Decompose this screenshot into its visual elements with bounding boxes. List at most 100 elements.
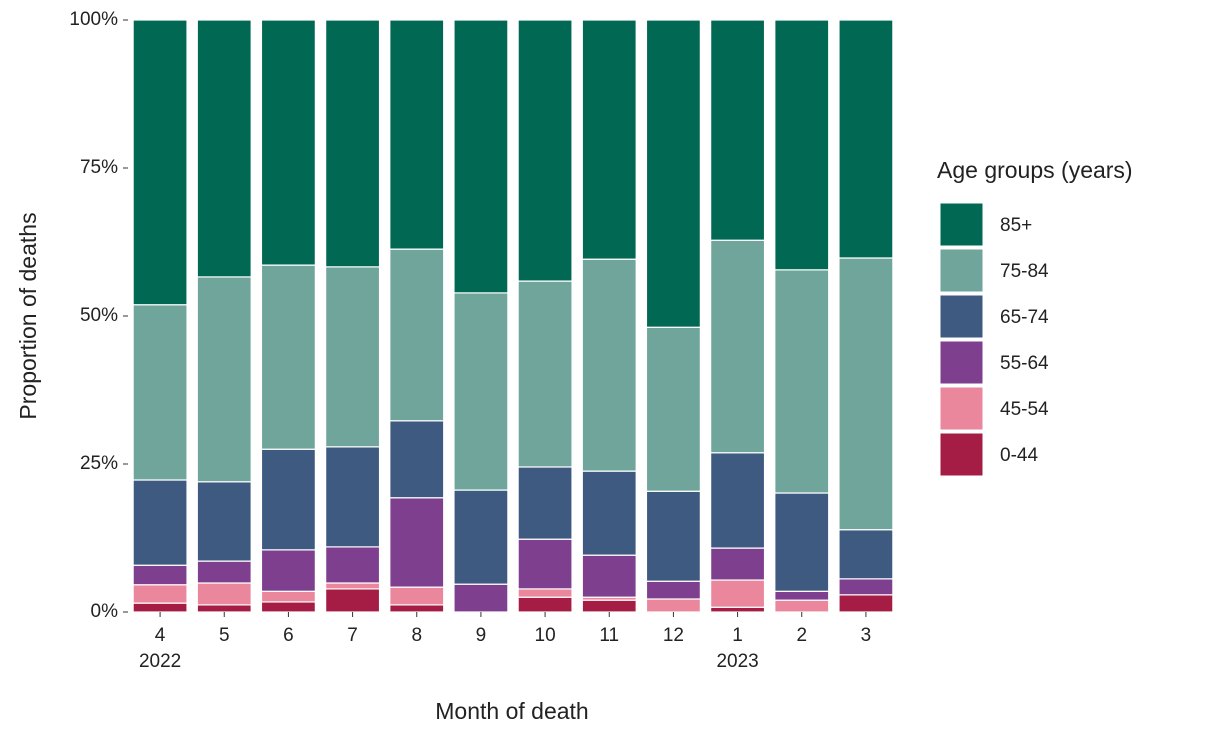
y-tick-label: 0% (91, 601, 119, 622)
bar-segment (260, 549, 316, 592)
bar-segment (196, 582, 252, 606)
bar-segment (645, 598, 701, 613)
x-axis-label: Month of death (435, 698, 588, 724)
bar-segment (838, 19, 894, 259)
legend-key (939, 340, 984, 385)
y-axis-label: Proportion of deaths (15, 212, 41, 419)
bar-segment (325, 582, 381, 590)
bar-segment (132, 584, 188, 604)
bar-segment (774, 599, 830, 613)
bar-segment (838, 529, 894, 580)
bar-segment (389, 497, 445, 588)
bar-segment (581, 554, 637, 598)
bar-segment (196, 19, 252, 278)
bar-segment (453, 583, 509, 613)
bar-segment (517, 280, 573, 468)
legend-label: 85+ (1000, 215, 1032, 236)
x-tick-label: 8 (411, 625, 422, 646)
bar-segment (517, 19, 573, 282)
y-tick-label: 50% (80, 305, 118, 326)
bar-segment (774, 492, 830, 592)
x-tick-label: 9 (476, 625, 487, 646)
bar-segment (389, 19, 445, 250)
bar-segment (132, 304, 188, 481)
bar-segment (260, 264, 316, 450)
bar-segment (517, 588, 573, 598)
x-tick-label: 3 (861, 625, 872, 646)
bar-segment (389, 420, 445, 499)
legend-key (939, 248, 984, 293)
bar-segment (581, 19, 637, 260)
bar-segment (196, 604, 252, 613)
x-tick-label: 2 (796, 625, 807, 646)
bar-segment (710, 547, 766, 581)
x-tick-label: 7 (347, 625, 358, 646)
bar-segment (132, 602, 188, 613)
legend-key (939, 202, 984, 247)
x-tick-label: 5 (219, 625, 230, 646)
bar-segment (389, 586, 445, 606)
legend-title: Age groups (years) (937, 157, 1133, 183)
bar-segment (132, 19, 188, 306)
y-tick-label: 100% (69, 9, 118, 30)
x-tick-label: 11 (599, 625, 619, 646)
bar-segment (774, 590, 830, 601)
bar-segment (389, 248, 445, 422)
bar-segment (196, 481, 252, 562)
bar-segment (389, 604, 445, 613)
bar-segment (517, 596, 573, 613)
bar-segment (774, 19, 830, 271)
legend-label: 75-84 (1000, 261, 1049, 282)
legend-label: 65-74 (1000, 307, 1049, 328)
bar-segment (453, 489, 509, 585)
bar-segment (325, 546, 381, 584)
x-tick-label: 4 (155, 625, 166, 646)
bar-segment (260, 590, 316, 603)
bar-segment (453, 19, 509, 294)
bar-segment (838, 257, 894, 531)
legend-key (939, 386, 984, 431)
legend-label: 45-54 (1000, 399, 1049, 420)
x-year-label: 2022 (139, 651, 181, 672)
x-tick-label: 6 (283, 625, 294, 646)
bar-segment (260, 19, 316, 266)
bar-segment (710, 239, 766, 454)
bar-segment (710, 19, 766, 241)
legend-label: 55-64 (1000, 353, 1049, 374)
bar-segment (260, 448, 316, 551)
x-tick-label: 1 (732, 625, 743, 646)
bar-segment (196, 276, 252, 483)
x-tick-label: 12 (663, 625, 684, 646)
bar-segment (325, 266, 381, 448)
bar-segment (325, 19, 381, 268)
bar-segment (774, 269, 830, 494)
bar-segment (196, 560, 252, 584)
bar-segment (581, 470, 637, 556)
bar-segment (645, 19, 701, 328)
y-tick-label: 75% (80, 157, 118, 178)
bar-segment (710, 606, 766, 613)
bar-segment (581, 599, 637, 613)
bar-segment (132, 479, 188, 566)
bar-segment (132, 564, 188, 586)
bar-segment (645, 326, 701, 492)
bar-segment (645, 490, 701, 582)
bar-segment (581, 258, 637, 472)
x-tick-label: 10 (535, 625, 556, 646)
bar-segment (710, 579, 766, 608)
legend-key (939, 432, 984, 477)
bar-segment (325, 446, 381, 548)
bar-segment (453, 292, 509, 491)
y-tick-label: 25% (80, 453, 118, 474)
legend-key (939, 294, 984, 339)
bar-segment (838, 578, 894, 596)
x-year-label: 2023 (716, 651, 758, 672)
bar-segment (325, 588, 381, 613)
bar-segment (645, 580, 701, 600)
bar-segment (517, 538, 573, 590)
legend-label: 0-44 (1000, 445, 1038, 466)
bar-segment (838, 594, 894, 613)
bar-segment (517, 466, 573, 540)
bar-segment (260, 601, 316, 613)
